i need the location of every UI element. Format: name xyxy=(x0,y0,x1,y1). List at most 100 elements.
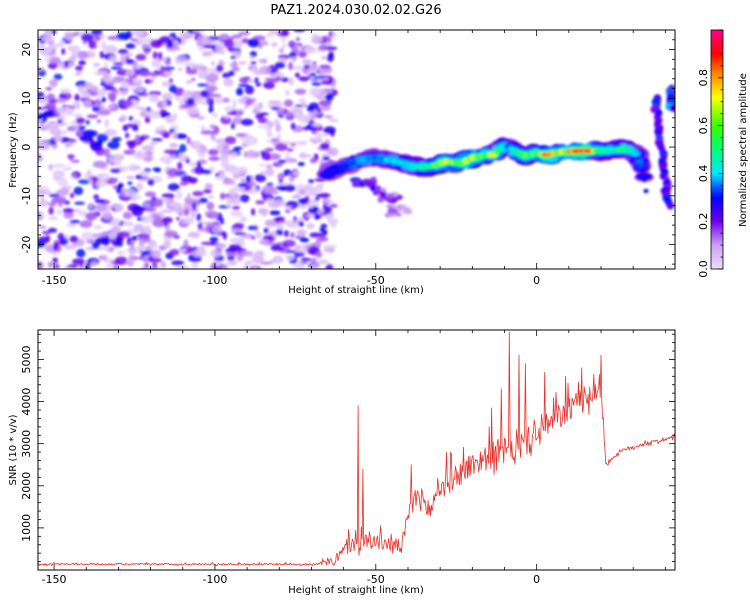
spectrogram-noise-blob xyxy=(254,77,259,84)
spectrogram-noise-blob xyxy=(124,189,137,197)
spectrogram-noise-blob xyxy=(146,206,155,213)
spectrogram-noise-blob xyxy=(154,111,160,115)
spectrogram-noise-blob xyxy=(140,266,149,269)
y-tick-label: 4000 xyxy=(20,388,33,416)
spectrogram-noise-blob xyxy=(186,80,192,84)
spectrogram-noise-blob xyxy=(277,159,287,163)
spectrogram-noise-blob xyxy=(203,39,216,44)
spectrogram-noise-blob xyxy=(150,72,158,77)
spectrogram-noise-blob xyxy=(268,79,280,83)
spectrogram-noise-blob xyxy=(325,264,334,269)
spectrogram-noise-blob xyxy=(311,36,323,44)
spectrogram-noise-blob xyxy=(177,67,183,72)
spectrogram-noise-blob xyxy=(241,38,250,44)
spectrogram-noise-blob xyxy=(223,106,236,112)
spectrogram-noise-blob xyxy=(230,55,236,60)
spectrogram-noise-blob xyxy=(63,211,74,219)
spectrogram-noise-blob xyxy=(94,233,107,238)
x-tick-label: -100 xyxy=(202,573,227,586)
spectrogram-noise-blob xyxy=(255,200,266,205)
spectrogram-noise-blob xyxy=(310,257,317,263)
spectrogram-noise-blob xyxy=(49,56,61,64)
snr-background xyxy=(38,330,675,570)
spectrogram-patch xyxy=(383,196,393,202)
spectrogram-noise-blob xyxy=(284,184,296,192)
spectrogram-noise-blob xyxy=(310,72,317,77)
spectrogram-noise-blob xyxy=(167,183,180,191)
spectrogram-noise-blob xyxy=(204,183,213,190)
spectrogram-noise-blob xyxy=(74,93,80,102)
spectrogram-noise-blob xyxy=(298,204,308,209)
x-tick-label: -50 xyxy=(367,274,385,287)
spectrogram-noise-blob xyxy=(197,83,209,87)
spectrogram-noise-blob xyxy=(281,30,289,37)
spectrogram-noise-blob xyxy=(240,118,254,126)
spectrogram-noise-blob xyxy=(183,239,189,249)
spectrogram-noise-blob xyxy=(63,166,73,171)
spectrogram-noise-blob xyxy=(115,203,124,213)
spectrogram-noise-blob xyxy=(58,187,69,196)
spectrogram-noise-blob xyxy=(93,180,108,188)
spectrogram-noise-blob xyxy=(103,45,118,54)
spectrogram-noise-blob xyxy=(184,91,195,96)
spectrogram-noise-blob xyxy=(255,112,264,120)
spectrogram-noise-blob xyxy=(278,221,284,230)
spectrogram-noise-blob xyxy=(84,263,91,269)
spectrogram-noise-blob xyxy=(288,62,294,71)
spectrogram-noise-blob xyxy=(125,43,136,49)
spectrogram-noise-blob xyxy=(150,266,159,269)
spectrogram-noise-blob xyxy=(200,90,211,98)
spectrogram-noise-blob xyxy=(75,72,82,76)
spectrogram-noise-blob xyxy=(80,91,92,98)
spectrogram-noise-blob xyxy=(62,208,75,214)
spectrogram-noise-blob xyxy=(69,219,81,224)
spectrogram-noise-blob xyxy=(276,133,282,140)
spectrogram-noise-blob xyxy=(185,66,191,70)
spectrogram-noise-blob xyxy=(261,151,271,161)
spectrogram-noise-blob xyxy=(161,81,173,87)
spectrogram-noise-blob xyxy=(46,93,55,101)
spectrogram-noise-blob xyxy=(103,61,108,70)
spectrogram-noise-blob xyxy=(116,32,130,40)
spectrogram-noise-blob xyxy=(97,172,110,181)
spectrogram-patch xyxy=(379,191,387,198)
spectrogram-noise-blob xyxy=(259,66,264,75)
spectrogram-noise-blob xyxy=(185,158,190,164)
spectrogram-noise-blob xyxy=(235,166,249,175)
spectrogram-noise-blob xyxy=(236,254,244,262)
spectrogram-noise-blob xyxy=(167,202,177,207)
spectrogram-noise-blob xyxy=(117,182,124,189)
spectrogram-noise-blob xyxy=(113,177,118,183)
spectrogram-noise-blob xyxy=(48,193,60,198)
spectrogram-noise-blob xyxy=(224,115,231,119)
spectrogram-noise-blob xyxy=(38,97,49,105)
spectrogram-noise-blob xyxy=(232,205,241,210)
spectrogram-noise-blob xyxy=(160,260,167,269)
spectrogram-noise-blob xyxy=(265,167,275,177)
spectrogram-noise-blob xyxy=(190,77,196,82)
spectrogram-noise-blob xyxy=(251,104,264,108)
spectrogram-noise-blob xyxy=(284,99,293,108)
spectrogram-noise-blob xyxy=(196,161,202,168)
spectrogram-noise-blob xyxy=(305,214,318,218)
spectrogram-noise-blob xyxy=(75,117,85,125)
spectrogram-noise-blob xyxy=(284,220,295,225)
spectrogram-noise-blob xyxy=(63,244,77,250)
spectrogram-noise-blob xyxy=(45,86,53,91)
spectrogram-noise-blob xyxy=(323,199,335,204)
spectrogram-noise-blob xyxy=(232,99,237,108)
spectrogram-noise-blob xyxy=(130,165,142,171)
spectrogram-noise-blob xyxy=(225,252,238,257)
spectrogram-noise-blob xyxy=(126,59,135,64)
spectrogram-noise-blob xyxy=(93,224,103,230)
spectrogram-noise-blob xyxy=(130,99,139,107)
spectrogram-noise-blob xyxy=(312,206,319,212)
spectrogram-noise-blob xyxy=(146,107,151,112)
spectrogram-noise-blob xyxy=(46,30,52,37)
spectrogram-noise-blob xyxy=(144,150,154,156)
spectrogram-noise-blob xyxy=(161,216,173,224)
spectrogram-noise-blob xyxy=(298,188,307,196)
spectrogram-noise-blob xyxy=(304,46,317,54)
spectrogram-noise-blob xyxy=(73,186,84,196)
